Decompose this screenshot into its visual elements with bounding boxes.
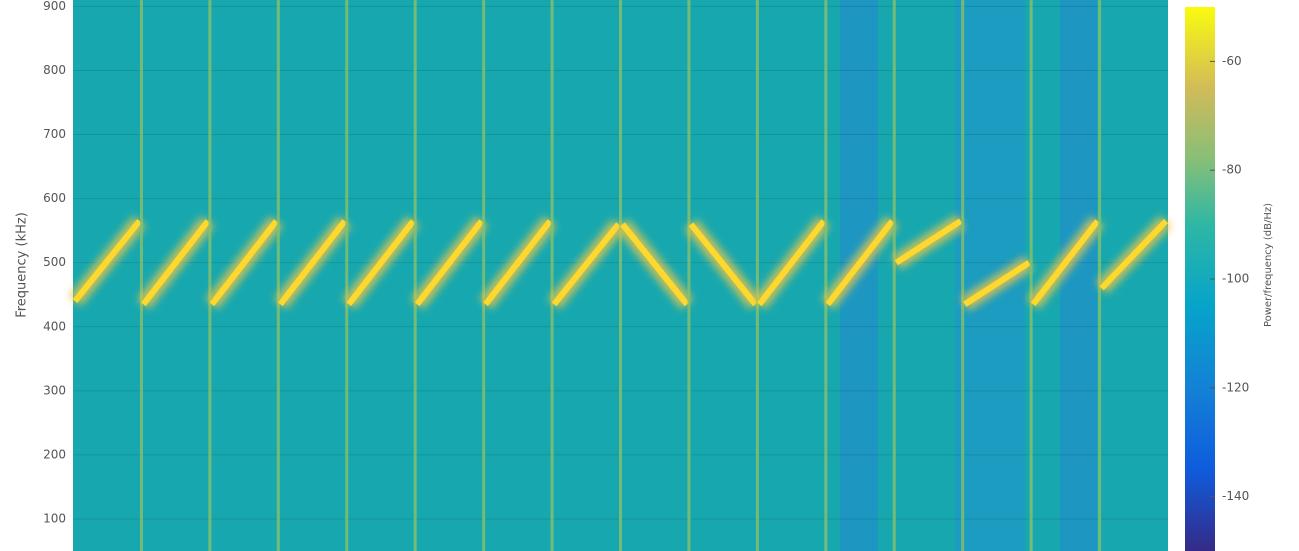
y-tick-label: 200 <box>43 447 66 461</box>
colorbar-tick-label: -80 <box>1222 163 1242 177</box>
y-tick-label: 700 <box>43 127 66 141</box>
y-tick-label: 600 <box>43 191 66 205</box>
y-tick-label: 300 <box>43 383 66 397</box>
y-tick-label: 500 <box>43 255 66 269</box>
band <box>1060 0 1097 551</box>
y-tick-label: 800 <box>43 63 66 77</box>
colorbar-tick-label: -100 <box>1222 272 1249 286</box>
colorbar-label: Power/frequency (dB/Hz) <box>1263 203 1274 327</box>
page: Frequency (kHz) Power/frequency (dB/Hz) … <box>0 0 1299 551</box>
y-tick-label: 900 <box>43 0 66 13</box>
chart: Frequency (kHz) Power/frequency (dB/Hz) … <box>0 0 1299 551</box>
y-axis-label: Frequency (kHz) <box>15 212 30 318</box>
colorbar-tick-label: -140 <box>1222 489 1249 503</box>
y-tick-label: 100 <box>43 511 66 525</box>
y-tick-label: 400 <box>43 319 66 333</box>
colorbar-tick-label: -120 <box>1222 380 1249 394</box>
colorbar-tick-label: -60 <box>1222 54 1242 68</box>
